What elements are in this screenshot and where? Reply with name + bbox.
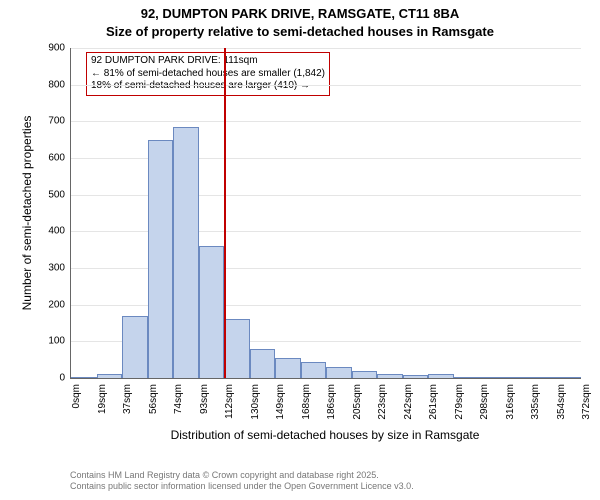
x-axis-label: Distribution of semi-detached houses by … (70, 428, 580, 442)
annotation-box: 92 DUMPTON PARK DRIVE: 111sqm ← 81% of s… (86, 52, 330, 96)
histogram-bar (122, 316, 148, 378)
histogram-bar (250, 349, 276, 378)
x-tick-label: 354sqm (556, 384, 567, 420)
y-tick-label: 500 (35, 189, 65, 200)
x-tick-label: 242sqm (403, 384, 414, 420)
histogram-bar (530, 377, 556, 378)
x-tick-label: 316sqm (505, 384, 516, 420)
histogram-bar (275, 358, 301, 378)
x-tick-label: 186sqm (326, 384, 337, 420)
plot-area: 92 DUMPTON PARK DRIVE: 111sqm ← 81% of s… (70, 48, 581, 379)
attribution-line1: Contains HM Land Registry data © Crown c… (70, 470, 600, 481)
y-tick-label: 700 (35, 116, 65, 127)
x-tick-label: 223sqm (377, 384, 388, 420)
histogram-bar (556, 377, 582, 378)
x-tick-label: 261sqm (428, 384, 439, 420)
y-axis-label: Number of semi-detached properties (20, 48, 34, 378)
y-tick-label: 100 (35, 336, 65, 347)
histogram-bar (454, 377, 480, 378)
annotation-line1: 92 DUMPTON PARK DRIVE: 111sqm (91, 55, 325, 68)
x-tick-label: 279sqm (454, 384, 465, 420)
chart-title-line1: 92, DUMPTON PARK DRIVE, RAMSGATE, CT11 8… (0, 6, 600, 21)
x-tick-label: 74sqm (173, 384, 184, 414)
x-tick-label: 0sqm (71, 384, 82, 408)
x-tick-label: 56sqm (148, 384, 159, 414)
histogram-bar (326, 367, 352, 378)
y-tick-label: 200 (35, 299, 65, 310)
annotation-line3: 18% of semi-detached houses are larger (… (91, 80, 325, 93)
y-tick-label: 300 (35, 263, 65, 274)
histogram-bar (301, 362, 327, 379)
x-tick-label: 130sqm (250, 384, 261, 420)
y-tick-label: 0 (35, 373, 65, 384)
attribution-line2: Contains public sector information licen… (70, 481, 600, 492)
x-tick-label: 205sqm (352, 384, 363, 420)
histogram-bar (148, 140, 174, 378)
y-tick-label: 600 (35, 153, 65, 164)
y-tick-label: 800 (35, 79, 65, 90)
x-tick-label: 19sqm (97, 384, 108, 414)
x-tick-label: 37sqm (122, 384, 133, 414)
x-tick-label: 335sqm (530, 384, 541, 420)
attribution: Contains HM Land Registry data © Crown c… (0, 470, 600, 492)
x-tick-label: 372sqm (581, 384, 592, 420)
y-tick-label: 900 (35, 43, 65, 54)
x-tick-label: 298sqm (479, 384, 490, 420)
histogram-bar (173, 127, 199, 378)
annotation-line2: ← 81% of semi-detached houses are smalle… (91, 68, 325, 81)
histogram-bar (224, 319, 250, 378)
histogram-bar (505, 377, 531, 378)
histogram-bar (97, 374, 123, 378)
x-tick-label: 93sqm (199, 384, 210, 414)
histogram-bar (352, 371, 378, 378)
y-gridline (71, 85, 581, 86)
marker-line (224, 48, 226, 378)
histogram-bar (403, 375, 429, 378)
x-tick-label: 112sqm (224, 384, 235, 419)
y-gridline (71, 121, 581, 122)
histogram-bar (479, 377, 505, 378)
x-tick-label: 149sqm (275, 384, 286, 420)
chart-container: { "title_line1": "92, DUMPTON PARK DRIVE… (0, 0, 600, 500)
x-tick-label: 168sqm (301, 384, 312, 420)
histogram-bar (199, 246, 225, 378)
histogram-bar (377, 374, 403, 378)
chart-title-line2: Size of property relative to semi-detach… (0, 24, 600, 39)
y-gridline (71, 48, 581, 49)
histogram-bar (428, 374, 454, 378)
y-tick-label: 400 (35, 226, 65, 237)
histogram-bar (71, 377, 97, 378)
